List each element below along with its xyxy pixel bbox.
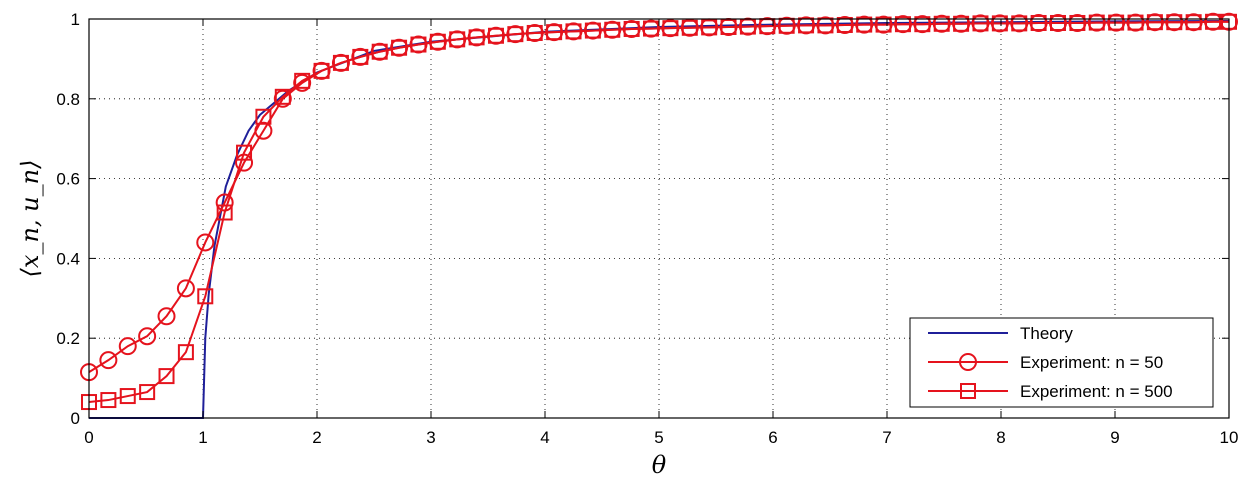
data-point-square bbox=[274, 88, 291, 105]
data-point-square bbox=[972, 15, 989, 32]
ticks: 0 1 2 3 4 5 6 7 8 9 10 0 0.2 0.4 0.6 0.8 1 bbox=[56, 10, 1238, 447]
data-point-square bbox=[332, 54, 349, 71]
y-tick-label: 0.6 bbox=[56, 170, 80, 189]
legend-item-3: Experiment: n = 500 bbox=[928, 382, 1173, 401]
data-point-square bbox=[1069, 14, 1086, 31]
data-point-square bbox=[933, 15, 950, 32]
data-point-square bbox=[894, 16, 911, 33]
x-tick-label: 0 bbox=[84, 428, 93, 447]
data-point-square bbox=[1088, 14, 1105, 31]
data-point-square bbox=[177, 344, 194, 361]
data-point-square bbox=[216, 204, 233, 221]
series-layer bbox=[80, 12, 1238, 419]
data-point-circle bbox=[138, 327, 157, 346]
y-tick-label: 0.2 bbox=[56, 329, 80, 348]
data-point-square bbox=[565, 23, 582, 40]
legend-label: Experiment: n = 500 bbox=[1020, 382, 1173, 401]
data-point-square bbox=[507, 26, 524, 43]
x-tick-label: 3 bbox=[426, 428, 435, 447]
data-point-square bbox=[1108, 14, 1125, 31]
data-point-square bbox=[643, 20, 660, 37]
data-point-square bbox=[584, 22, 601, 39]
data-point-circle bbox=[176, 279, 195, 298]
x-tick-label: 1 bbox=[198, 428, 207, 447]
data-point-square bbox=[546, 24, 563, 41]
x-tick-label: 5 bbox=[654, 428, 663, 447]
legend-label: Theory bbox=[1020, 324, 1073, 343]
data-point-square bbox=[1050, 14, 1066, 31]
x-tick-label: 7 bbox=[882, 428, 891, 447]
data-point-square bbox=[1205, 13, 1222, 30]
data-point-square bbox=[662, 20, 679, 37]
x-tick-label: 6 bbox=[768, 428, 777, 447]
legend-label: Experiment: n = 50 bbox=[1020, 353, 1163, 372]
data-point-circle bbox=[157, 307, 176, 326]
legend-marker-square bbox=[960, 383, 976, 399]
y-tick-label: 0 bbox=[71, 409, 80, 428]
data-point-square bbox=[352, 48, 369, 65]
data-point-square bbox=[875, 16, 892, 33]
data-point-square bbox=[604, 21, 621, 38]
data-point-square bbox=[371, 43, 388, 60]
data-point-square bbox=[1146, 14, 1163, 31]
data-point-square bbox=[197, 288, 214, 305]
data-point-square bbox=[100, 392, 117, 409]
x-tick-label: 4 bbox=[540, 428, 549, 447]
y-tick-label: 1 bbox=[71, 10, 80, 29]
data-point-square bbox=[449, 31, 466, 48]
legend-item-2: Experiment: n = 50 bbox=[928, 353, 1163, 372]
x-tick-label: 10 bbox=[1220, 428, 1239, 447]
data-point-square bbox=[856, 16, 873, 33]
x-tick-label: 9 bbox=[1110, 428, 1119, 447]
data-point-square bbox=[798, 17, 815, 34]
data-point-square bbox=[294, 72, 311, 89]
data-point-square bbox=[681, 19, 698, 36]
x-axis-label: θ bbox=[652, 451, 667, 477]
y-axis-label: ⟨x_n, u_n⟩ bbox=[16, 160, 44, 278]
x-tick-label: 8 bbox=[996, 428, 1005, 447]
data-point-square bbox=[1030, 14, 1047, 31]
data-point-square bbox=[139, 384, 156, 401]
data-point-square bbox=[429, 33, 446, 50]
data-point-square bbox=[1127, 14, 1144, 31]
data-point-square bbox=[701, 19, 718, 36]
data-point-square bbox=[526, 24, 543, 41]
data-point-square bbox=[1011, 15, 1028, 32]
y-tick-label: 0.8 bbox=[56, 90, 80, 109]
data-point-circle bbox=[196, 233, 215, 252]
y-tick-label: 0.4 bbox=[56, 249, 80, 268]
legend: Theory Experiment: n = 50 Experiment: n = … bbox=[909, 317, 1214, 408]
data-point-square bbox=[391, 39, 408, 56]
data-point-square bbox=[236, 144, 253, 161]
data-point-circle bbox=[118, 337, 137, 356]
data-point-square bbox=[410, 36, 427, 53]
data-point-square bbox=[1166, 14, 1183, 31]
series-line bbox=[88, 20, 1229, 404]
data-point-square bbox=[468, 29, 485, 46]
x-tick-label: 2 bbox=[312, 428, 321, 447]
data-point-square bbox=[158, 368, 175, 385]
data-point-square bbox=[313, 62, 330, 79]
data-point-square bbox=[623, 20, 640, 37]
data-point-square bbox=[953, 15, 970, 32]
series-3 bbox=[81, 13, 1237, 411]
legend-marker-circle bbox=[959, 353, 977, 371]
data-point-square bbox=[1185, 14, 1202, 31]
legend-item-1: Theory bbox=[928, 324, 1073, 343]
data-point-square bbox=[119, 388, 136, 405]
data-point-circle bbox=[99, 351, 118, 370]
data-point-square bbox=[836, 16, 853, 33]
data-point-square bbox=[487, 27, 504, 44]
data-point-square bbox=[914, 16, 931, 33]
data-point-square bbox=[817, 17, 834, 34]
data-point-square bbox=[720, 18, 737, 35]
data-point-square bbox=[255, 108, 272, 125]
data-point-square bbox=[991, 15, 1008, 32]
